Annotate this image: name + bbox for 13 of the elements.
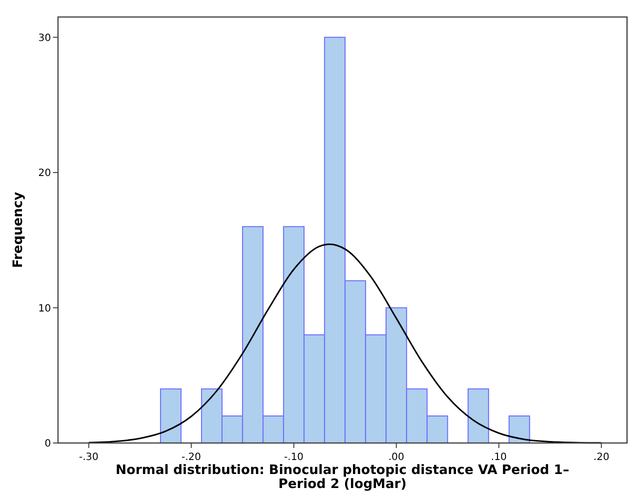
x-tick-label: .10 — [490, 452, 507, 463]
x-tick-label: .20 — [593, 452, 610, 463]
line-series — [88, 243, 602, 444]
y-tick-label: 30 — [38, 32, 51, 44]
y-tick-label: 10 — [38, 303, 51, 314]
y-tick-label: 20 — [38, 168, 51, 180]
x-tick-label: -.10 — [284, 452, 304, 463]
y-axis-title: Frequency — [11, 191, 26, 268]
x-tick-label: -.20 — [182, 452, 202, 463]
x-axis-title: Normal distribution: Binocular photopic distance VA Period 1–Period 2 (logMar) — [116, 463, 570, 492]
y-tick-label: 0 — [44, 438, 51, 450]
x-tick-label: .00 — [388, 452, 404, 463]
x-tick-label: -.30 — [79, 452, 99, 463]
